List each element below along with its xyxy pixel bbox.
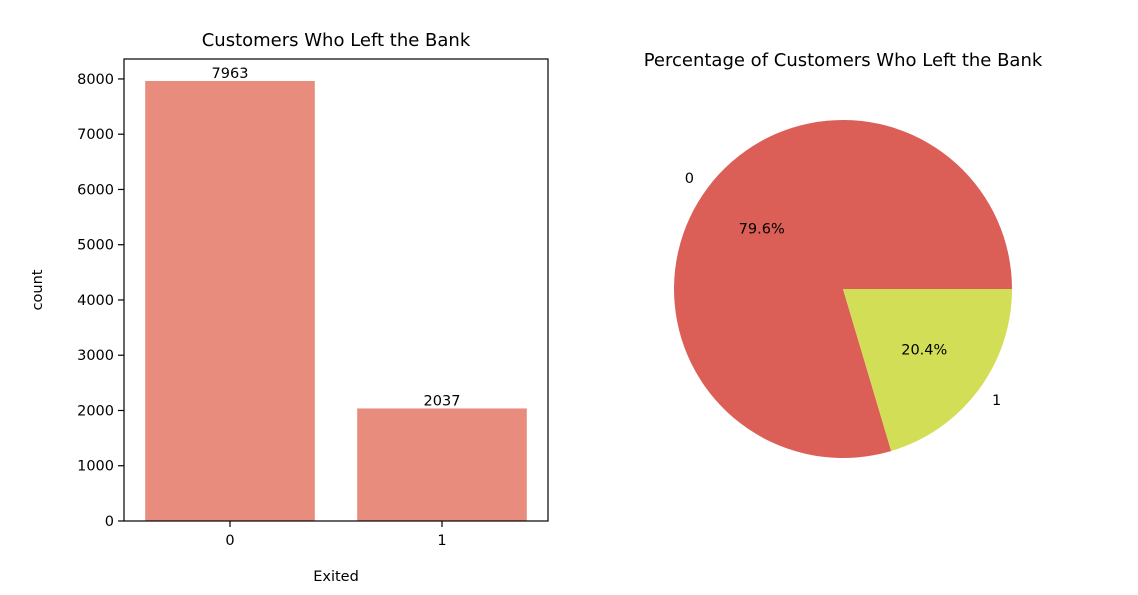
pie-category-label-0: 0: [685, 171, 694, 187]
y-tick-label: 5000: [77, 238, 114, 254]
bar-value-labels: 7963 2037: [212, 66, 461, 409]
pie-chart: Percentage of Customers Who Left the Ban…: [644, 50, 1043, 458]
pie-category-label-1: 1: [992, 393, 1001, 409]
y-tick-label: 8000: [77, 72, 114, 88]
y-tick-label: 2000: [77, 403, 114, 419]
pie-slice-1: [843, 289, 1012, 451]
bar-plot-frame: [123, 58, 549, 522]
y-tick-label: 4000: [77, 293, 114, 309]
bar-chart-title: Customers Who Left the Bank: [202, 30, 471, 51]
x-tick-label-0: 0: [225, 533, 234, 549]
pie-percent-label-0: 79.6%: [739, 221, 785, 237]
y-tick-label: 0: [105, 514, 114, 530]
y-tick-label: 7000: [77, 127, 114, 143]
y-axis-ticks: 0 1000 2000 3000 4000 5000 6000 7000 8000: [77, 72, 124, 530]
bar-bars: [145, 80, 527, 522]
bar-value-label-0: 7963: [212, 66, 249, 82]
pie-percent-label-1: 20.4%: [901, 343, 947, 359]
pie-chart-title: Percentage of Customers Who Left the Ban…: [644, 50, 1043, 71]
y-axis-label: count: [30, 269, 46, 310]
bar-value-label-1: 2037: [424, 393, 461, 409]
y-tick-label: 3000: [77, 348, 114, 364]
bar-0: [145, 80, 315, 522]
bar-1: [357, 408, 527, 521]
y-tick-label: 1000: [77, 459, 114, 475]
pie-slices: [673, 120, 1012, 458]
y-tick-label: 6000: [77, 182, 114, 198]
pie-labels: 79.6% 0 20.4% 1: [685, 171, 1001, 409]
x-tick-label-1: 1: [437, 533, 446, 549]
x-axis-label: Exited: [313, 569, 359, 585]
